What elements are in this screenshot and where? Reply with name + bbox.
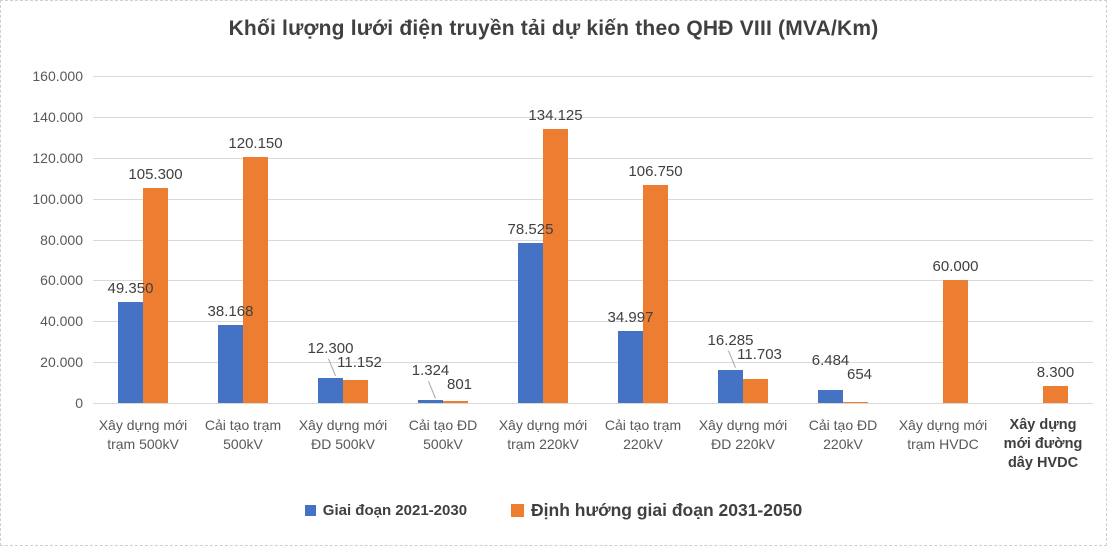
- value-label-9-orange: 60.000: [932, 258, 979, 276]
- value-label-6-blue: 34.997: [607, 309, 654, 327]
- y-axis-tick-label-0: 0: [75, 395, 83, 411]
- value-label-1-orange: 105.300: [128, 165, 183, 183]
- bar-2021-2030-2[interactable]: [218, 324, 243, 403]
- gridline-100000: [93, 198, 1093, 200]
- value-label-4-orange: 801: [446, 376, 473, 394]
- legend-label-2021-2030: Giai đoạn 2021-2030: [322, 502, 468, 519]
- gridline-140000: [93, 116, 1093, 118]
- category-label-5: Xây dựng mới trạm 220kV: [498, 417, 588, 452]
- gridline-80000: [93, 239, 1093, 241]
- chart-title[interactable]: Khối lượng lưới điện truyền tải dự kiến …: [228, 17, 879, 40]
- legend-label-2031-2050: Định hướng giai đoạn 2031-2050: [531, 500, 803, 520]
- category-label-6: Cải tạo trạm 220kV: [604, 417, 682, 452]
- gridline-60000: [93, 280, 1093, 282]
- bar-2021-2030-6[interactable]: [618, 331, 643, 403]
- gridline-160000: [93, 76, 1093, 77]
- bar-2031-2050-10[interactable]: [1043, 386, 1068, 403]
- bar-2031-2050-4[interactable]: [443, 401, 468, 403]
- y-axis-tick-label-20000: 20.000: [40, 354, 83, 371]
- legend-item-2031-2050[interactable]: Định hướng giai đoạn 2031-2050: [511, 500, 802, 521]
- value-label-7-orange: 11.703: [737, 345, 782, 363]
- value-label-6-orange: 106.750: [628, 162, 683, 180]
- y-axis-tick-label-40000: 40.000: [40, 313, 83, 330]
- bar-2021-2030-3[interactable]: [318, 377, 343, 403]
- value-label-5-blue: 78.525: [507, 220, 554, 238]
- category-label-8: Cải tạo ĐD 220kV: [808, 417, 878, 452]
- bar-2031-2050-3[interactable]: [343, 380, 368, 403]
- category-label-7: Xây dựng mới ĐD 220kV: [698, 417, 788, 452]
- category-label-3: Xây dựng mới ĐD 500kV: [298, 417, 388, 452]
- value-label-3-blue: 12.300: [307, 339, 354, 357]
- gridline-20000: [93, 362, 1093, 364]
- value-label-8-blue: 6.484: [811, 351, 850, 369]
- bar-2031-2050-9[interactable]: [943, 280, 968, 403]
- bar-2021-2030-7[interactable]: [718, 369, 743, 403]
- y-axis-tick-label-100000: 100.000: [32, 190, 83, 207]
- legend-swatch-blue: [304, 505, 316, 516]
- bar-2031-2050-5[interactable]: [543, 128, 568, 403]
- y-axis-tick-label-60000: 60.000: [40, 272, 83, 289]
- bar-2031-2050-2[interactable]: [243, 157, 268, 403]
- bar-2031-2050-1[interactable]: [143, 187, 168, 403]
- gridline-40000: [93, 321, 1093, 323]
- value-label-8-orange: 654: [846, 365, 873, 383]
- value-label-7-blue: 16.285: [707, 331, 754, 349]
- gridline-0: [93, 403, 1093, 404]
- value-label-4-blue: 1.324: [411, 362, 450, 380]
- category-label-2: Cải tạo trạm 500kV: [204, 417, 282, 452]
- gridline-120000: [93, 157, 1093, 159]
- y-axis-tick-label-160000: 160.000: [32, 68, 83, 84]
- legend-item-2021-2030[interactable]: Giai đoạn 2021-2030: [304, 502, 468, 519]
- value-label-5-orange: 134.125: [528, 106, 583, 124]
- bar-2021-2030-8[interactable]: [818, 389, 843, 403]
- y-axis-tick-label-140000: 140.000: [32, 108, 83, 125]
- chart-legend: Giai đoạn 2021-2030 Định hướng giai đoạn…: [1, 500, 1106, 521]
- category-label-10: Xây dựng mới đường dây HVDC: [1003, 417, 1083, 471]
- value-label-2-blue: 38.168: [207, 302, 254, 320]
- bar-2021-2030-4[interactable]: [418, 400, 443, 403]
- y-axis-tick-label-80000: 80.000: [40, 231, 83, 248]
- bar-2021-2030-5[interactable]: [518, 242, 543, 403]
- category-label-4: Cải tạo ĐD 500kV: [408, 417, 478, 452]
- bar-2021-2030-1[interactable]: [118, 302, 143, 403]
- bar-2031-2050-7[interactable]: [743, 379, 768, 403]
- value-label-1-blue: 49.350: [107, 280, 154, 298]
- bar-2031-2050-6[interactable]: [643, 184, 668, 403]
- value-label-3-orange: 11.152: [337, 353, 382, 371]
- value-label-2-orange: 120.150: [228, 135, 283, 153]
- category-label-9: Xây dựng mới trạm HVDC: [898, 417, 988, 452]
- category-label-1: Xây dựng mới trạm 500kV: [98, 417, 188, 452]
- y-axis-tick-label-120000: 120.000: [32, 149, 83, 166]
- bar-2031-2050-8[interactable]: [843, 401, 868, 403]
- legend-swatch-orange: [511, 504, 525, 517]
- value-label-10-orange: 8.300: [1036, 364, 1075, 382]
